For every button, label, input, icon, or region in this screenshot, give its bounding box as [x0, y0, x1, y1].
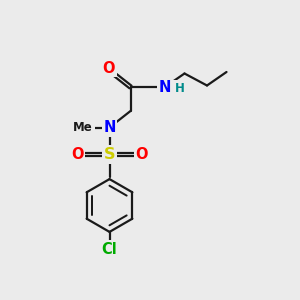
Text: Me: Me [73, 121, 93, 134]
Text: N: N [159, 80, 171, 94]
Text: Cl: Cl [102, 242, 117, 257]
Text: O: O [103, 61, 115, 76]
Text: H: H [175, 82, 184, 95]
Text: S: S [104, 147, 115, 162]
Text: O: O [71, 147, 83, 162]
Text: N: N [103, 120, 116, 135]
Text: O: O [136, 147, 148, 162]
